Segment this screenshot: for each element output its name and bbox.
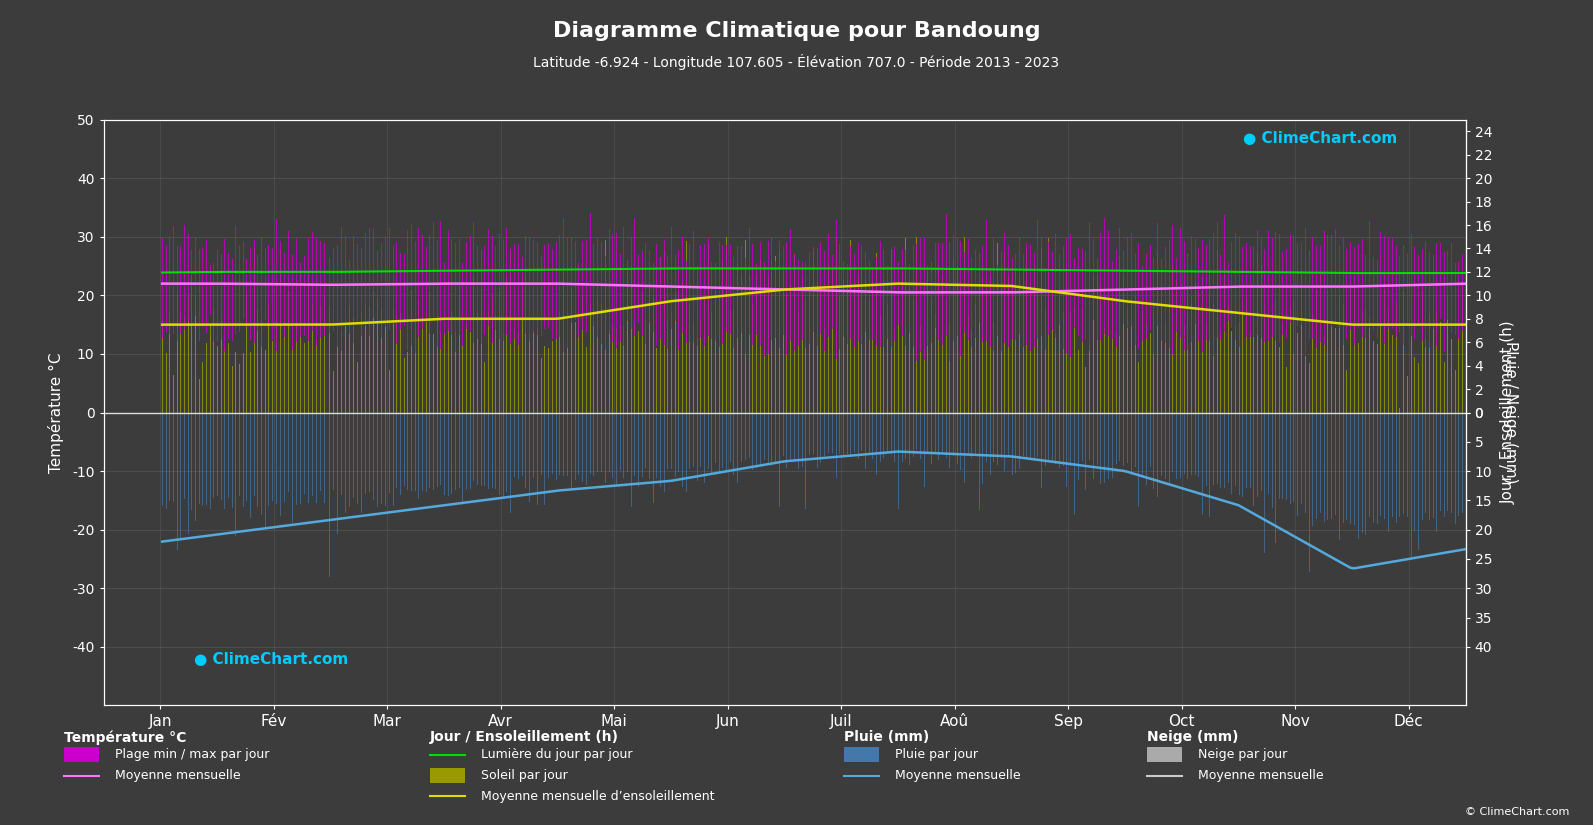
Text: Plage min / max par jour: Plage min / max par jour — [115, 748, 269, 761]
Text: Latitude -6.924 - Longitude 107.605 - Élévation 707.0 - Période 2013 - 2023: Latitude -6.924 - Longitude 107.605 - Él… — [534, 54, 1059, 69]
Y-axis label: Jour / Ensoleillement (h): Jour / Ensoleillement (h) — [1501, 321, 1515, 504]
Text: Pluie par jour: Pluie par jour — [895, 748, 978, 761]
Text: Neige (mm): Neige (mm) — [1147, 730, 1238, 744]
Y-axis label: Température °C: Température °C — [48, 352, 64, 473]
Text: Moyenne mensuelle d’ensoleillement: Moyenne mensuelle d’ensoleillement — [481, 790, 715, 803]
Text: ● ClimeChart.com: ● ClimeChart.com — [1243, 131, 1397, 146]
Y-axis label: Pluie / Neige (mm): Pluie / Neige (mm) — [1504, 342, 1518, 483]
Text: Moyenne mensuelle: Moyenne mensuelle — [895, 769, 1021, 782]
Text: Moyenne mensuelle: Moyenne mensuelle — [115, 769, 241, 782]
Text: Pluie (mm): Pluie (mm) — [844, 730, 930, 744]
Text: Lumière du jour par jour: Lumière du jour par jour — [481, 748, 632, 761]
Text: Soleil par jour: Soleil par jour — [481, 769, 567, 782]
Text: Diagramme Climatique pour Bandoung: Diagramme Climatique pour Bandoung — [553, 21, 1040, 40]
Text: © ClimeChart.com: © ClimeChart.com — [1464, 807, 1569, 817]
Text: ● ClimeChart.com: ● ClimeChart.com — [194, 653, 349, 667]
Text: Température °C: Température °C — [64, 730, 186, 745]
Text: Moyenne mensuelle: Moyenne mensuelle — [1198, 769, 1324, 782]
Text: Jour / Ensoleillement (h): Jour / Ensoleillement (h) — [430, 730, 620, 744]
Text: Neige par jour: Neige par jour — [1198, 748, 1287, 761]
